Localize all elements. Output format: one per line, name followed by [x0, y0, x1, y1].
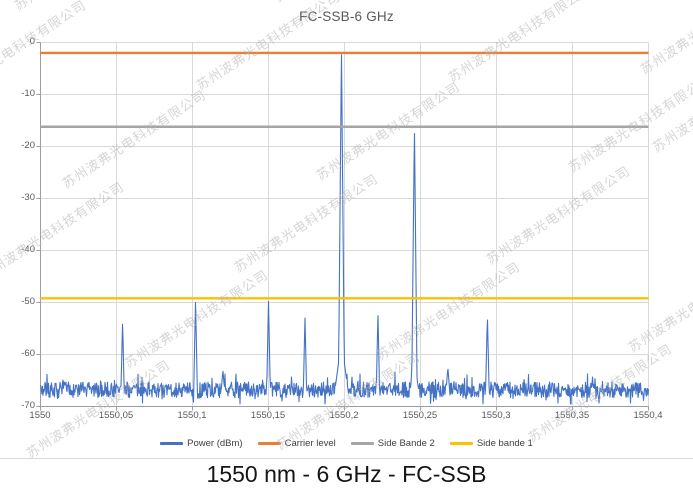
x-tick-label: 1550,25 [402, 410, 438, 421]
x-tick-label: 1550,1 [177, 410, 207, 421]
legend-line-swatch-icon [449, 442, 473, 445]
y-tick-label: -70 [21, 400, 35, 411]
figure-caption: 1550 nm - 6 GHz - FC-SSB [206, 461, 487, 487]
legend-item-carrier-level: Carrier level [257, 438, 336, 449]
x-tick-label: 1550,15 [250, 410, 286, 421]
chart-bottom-border [0, 458, 693, 459]
y-tick-label: 0 [29, 36, 35, 47]
legend-label: Carrier level [284, 438, 336, 449]
plot-area [36, 42, 650, 411]
y-tick-label: -60 [21, 348, 35, 359]
x-tick-label: 1550,35 [554, 410, 590, 421]
y-tick-label: -30 [21, 192, 35, 203]
y-tick-label: -40 [21, 244, 35, 255]
chart-title: FC-SSB-6 GHz [299, 9, 394, 24]
x-tick-label: 1550,2 [329, 410, 359, 421]
legend-label: Power (dBm) [187, 438, 243, 449]
y-tick-label: -50 [21, 296, 35, 307]
power-spectrum-trace [39, 54, 650, 405]
x-tick-label: 1550,05 [98, 410, 134, 421]
y-tick-label: -10 [21, 88, 35, 99]
legend-item-power-dbm-: Power (dBm) [160, 438, 243, 449]
legend-line-swatch-icon [160, 442, 184, 445]
x-tick-label: 1550 [29, 410, 51, 421]
legend-line-swatch-icon [350, 442, 374, 445]
y-tick-label: -20 [21, 140, 35, 151]
legend-line-swatch-icon [257, 442, 281, 445]
legend-item-side-bande-2: Side Bande 2 [350, 438, 435, 449]
chart-legend: Power (dBm) Carrier level Side Bande 2 Side… [0, 438, 693, 449]
legend-item-side-bande-1: Side bande 1 [449, 438, 533, 449]
legend-label: Side bande 1 [476, 438, 533, 449]
x-tick-label: 1550,4 [633, 410, 663, 421]
legend-label: Side Bande 2 [377, 438, 435, 449]
x-tick-label: 1550,3 [481, 410, 511, 421]
